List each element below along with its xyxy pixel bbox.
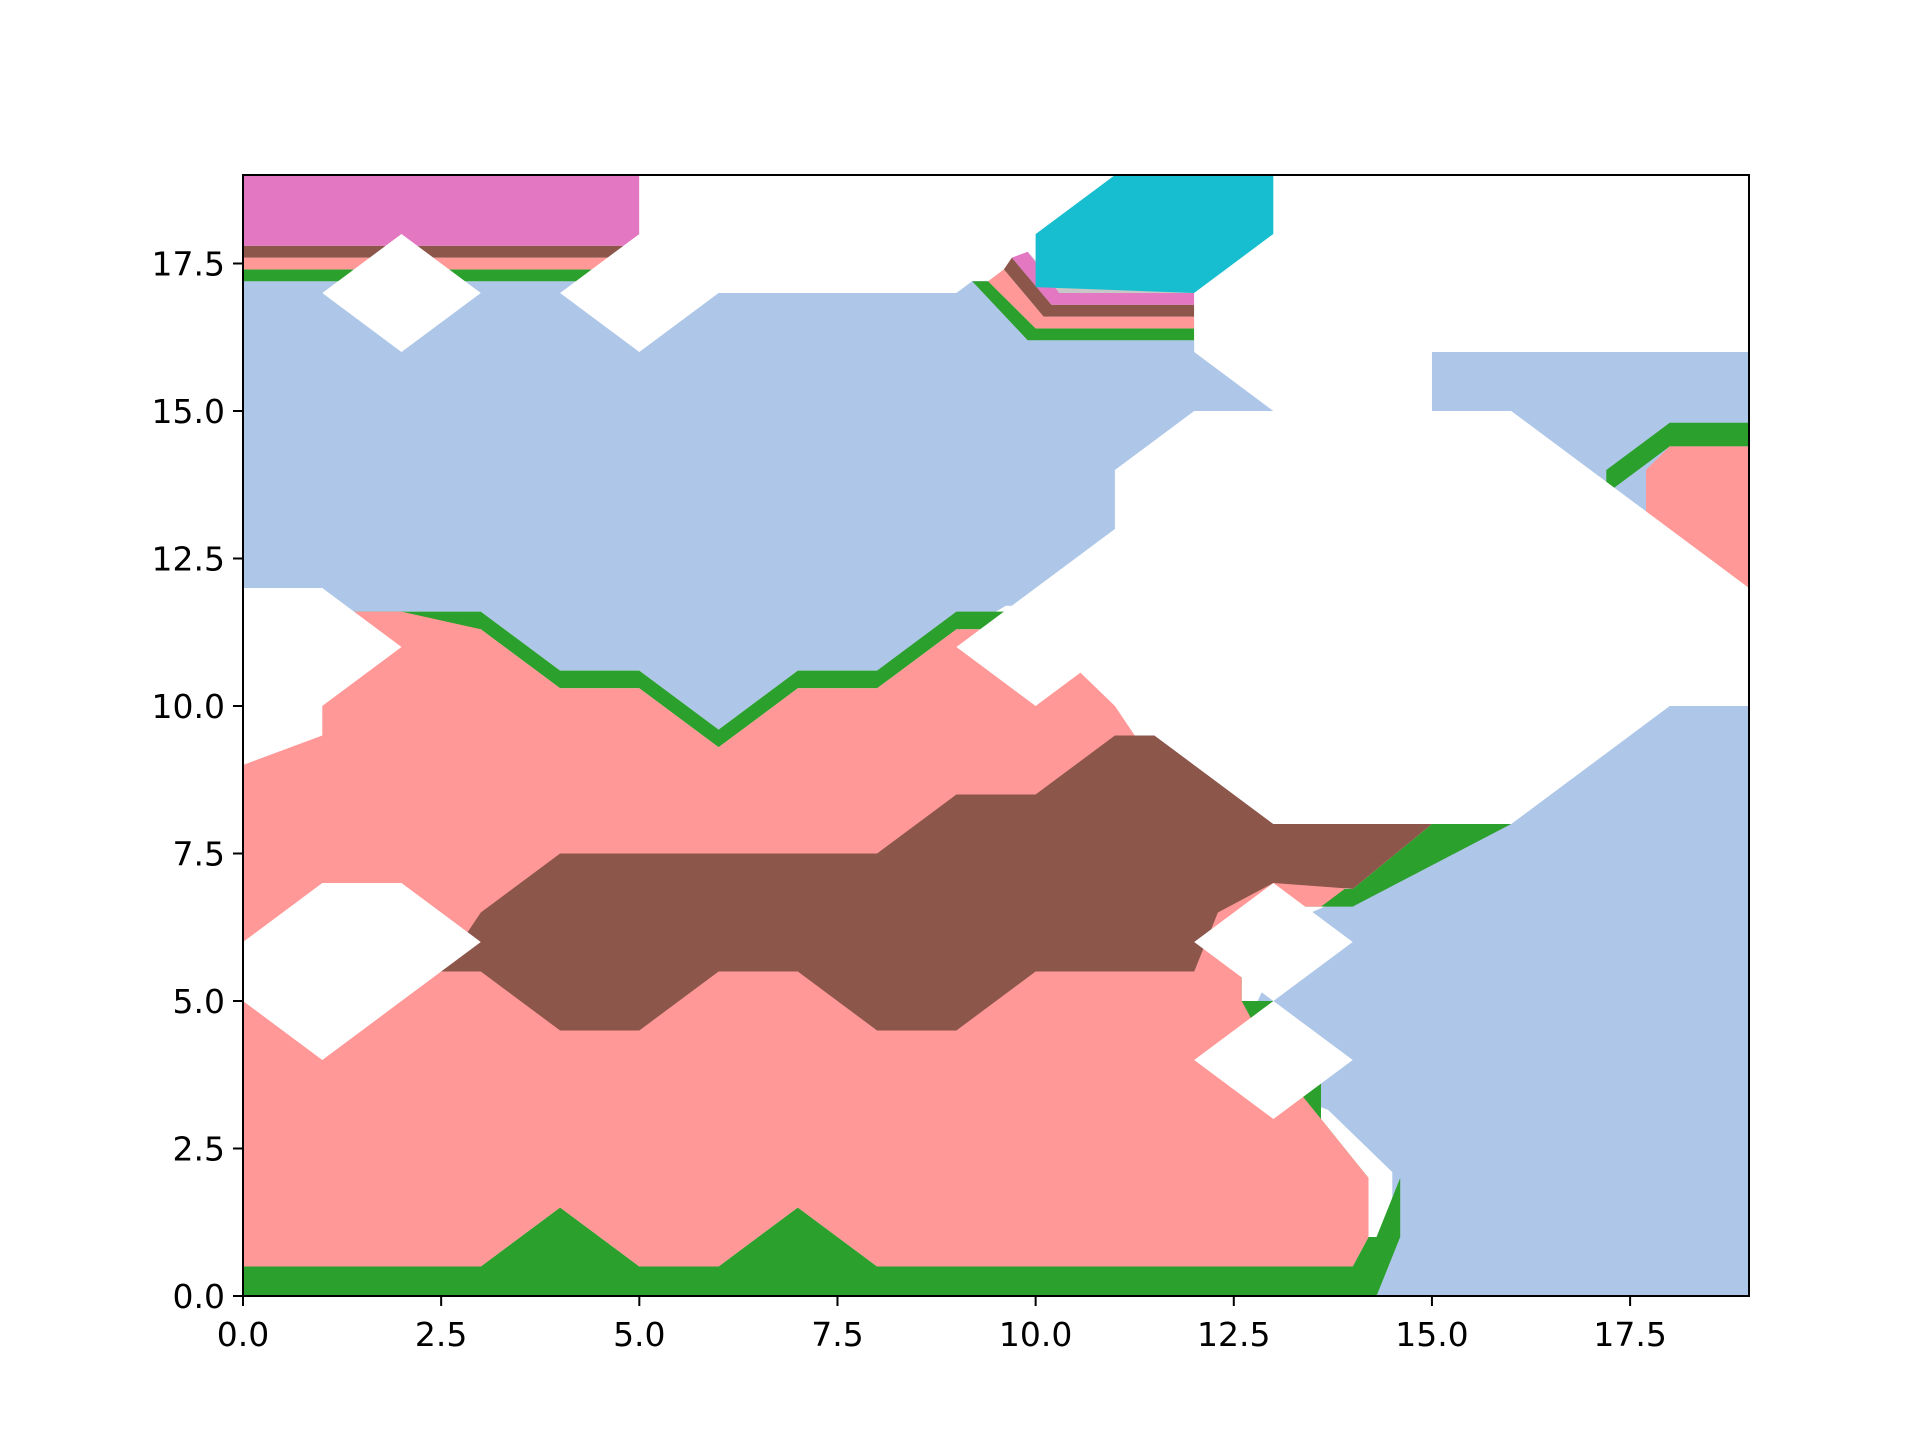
- x-tick-label: 12.5: [1197, 1315, 1270, 1354]
- axes-frame: [242, 174, 1750, 1297]
- contour-region-brown-16: [1003, 257, 1195, 317]
- contour-region-background-25: [243, 883, 481, 1060]
- y-tick-label: 2.5: [173, 1130, 225, 1169]
- x-axis: 0.0 2.5 5.0 7.5 10.0 12.5 15.0 17.5: [217, 1296, 1667, 1354]
- contour-region-light-blue-3: [1273, 706, 1749, 1296]
- plot-area: [243, 175, 1749, 1296]
- x-tick-label: 5.0: [613, 1315, 665, 1354]
- y-tick-label: 5.0: [173, 982, 225, 1021]
- contour-region-light-blue-2: [1431, 352, 1749, 470]
- x-tick-label: 17.5: [1593, 1315, 1666, 1354]
- contour-region-light-blue-1: [243, 281, 1274, 730]
- y-axis: 0.0 2.5 5.0 7.5 10.0 12.5 15.0 17.5: [152, 245, 243, 1316]
- contour-region-salmon-13: [988, 269, 1195, 329]
- contour-regions: [243, 175, 1749, 1296]
- contour-region-pink-17: [243, 175, 640, 246]
- contour-region-green-8: [972, 281, 1195, 341]
- contour-region-brown-14: [441, 735, 1432, 1031]
- y-tick-label: 15.0: [152, 392, 225, 431]
- y-tick-label: 10.0: [152, 687, 225, 726]
- contour-region-background-24: [243, 588, 402, 765]
- x-tick-label: 0.0: [217, 1315, 269, 1354]
- x-tick-label: 7.5: [811, 1315, 863, 1354]
- contour-region-background-28: [1194, 1001, 1353, 1119]
- y-tick-label: 0.0: [173, 1277, 225, 1316]
- y-tick-label: 7.5: [173, 835, 225, 874]
- contour-region-salmon-11: [1646, 446, 1749, 588]
- x-tick-label: 15.0: [1395, 1315, 1468, 1354]
- contour-region-background-23: [322, 234, 481, 352]
- contour-region-brown-15: [243, 245, 640, 258]
- contour-region-green-6: [243, 611, 1036, 748]
- contour-region-background-21: [560, 175, 1115, 352]
- x-tick-label: 10.0: [999, 1315, 1072, 1354]
- contour-region-background-26: [956, 411, 1749, 824]
- contour-region-background-22: [1194, 175, 1749, 411]
- contour-region-green-9: [1606, 422, 1749, 494]
- contour-region-cyan-20: [1035, 175, 1274, 293]
- contour-region-pink-18: [1011, 251, 1195, 305]
- y-tick-label: 17.5: [152, 245, 225, 284]
- contour-region-background-27: [1194, 883, 1353, 1001]
- y-tick-label: 12.5: [152, 540, 225, 579]
- x-tick-label: 2.5: [415, 1315, 467, 1354]
